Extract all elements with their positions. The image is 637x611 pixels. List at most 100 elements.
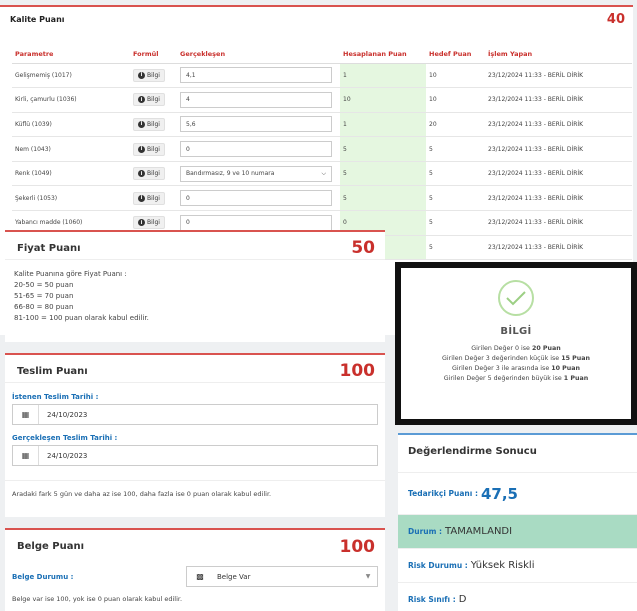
actual-input[interactable]: 0 [180,141,332,158]
actual-date-field[interactable]: ▦ 24/10/2023 [12,445,378,466]
kalite-table: Parametre Formül Gerçekleşen Hesaplanan … [12,45,632,261]
cell-by: 23/12/2024 11:33 - BERİL DİRİK [485,161,632,187]
kalite-title: Kalite Puanı [10,15,65,24]
table-row: Gelişmemiş (1017) i Bilgi 4,1 1 10 23/12/… [12,63,632,89]
cell-by: 23/12/2024 11:33 - BERİL DİRİK [485,63,632,89]
teslim-title: Teslim Puanı [17,365,88,377]
cell-by: 23/12/2024 11:33 - BERİL DİRİK [485,235,632,261]
supplier-score: 47,5 [480,484,518,503]
col-hedef: Hedef Puan [426,45,485,64]
info-button[interactable]: i Bilgi [133,167,165,181]
kalite-header: Kalite Puanı 40 [0,7,633,27]
cell-calc: 5 [340,161,426,187]
belge-score: 100 [339,536,376,557]
info-icon: i [138,120,145,128]
belge-note: Belge var ise 100, yok ise 0 puan olarak… [12,595,183,603]
info-button[interactable]: i Bilgi [133,93,165,107]
modal-line: Girilen Değer 3 ile arasında ise 10 Puan [451,365,581,372]
fiyat-rule: 20-50 = 50 puan [14,281,74,289]
belge-title: Belge Puanı [17,541,84,552]
cell-by: 23/12/2024 11:33 - BERİL DİRİK [485,112,632,138]
requested-date-label: İstenen Teslim Tarihi : [12,393,99,401]
requested-date-field[interactable]: ▦ 24/10/2023 [12,404,378,425]
cell-calc: 1 [340,63,426,89]
fiyat-rule: 81-100 = 100 puan olarak kabul edilir. [14,314,149,322]
actual-input[interactable]: 4,1 [180,67,332,84]
modal-line: Girilen Değer 0 ise 20 Puan [471,345,561,352]
cell-target: 5 [426,185,485,212]
belge-status-select[interactable]: ▩ Belge Var ▼ [186,566,378,587]
info-button[interactable]: i Bilgi [133,142,165,156]
cell-target: 5 [426,210,485,236]
info-icon: i [138,96,145,104]
fiyat-rule: 51-65 = 70 puan [14,292,74,300]
info-modal: BİLGİ Girilen Değer 0 ise 20 Puan Girile… [395,262,637,425]
info-icon: i [138,194,145,202]
table-row: Kirli, çamurlu (1036) i Bilgi 4 10 10 23/… [12,87,632,113]
risk-class-row: Risk Sınıfı : D [398,583,637,611]
degerlendirme-panel: Değerlendirme Sonucu Tedarikçi Puanı : 4… [398,433,637,611]
col-gerceklesen: Gerçekleşen [177,45,340,64]
cell-target: 5 [426,136,485,162]
actual-input[interactable]: 0 [180,214,332,231]
document-icon: ▩ [196,572,204,581]
actual-input[interactable]: 5,6 [180,116,332,133]
info-icon: i [138,170,145,178]
col-hesaplanan: Hesaplanan Puan [340,45,426,64]
kalite-score: 40 [606,12,625,27]
modal-line: Girilen Değer 3 değerinden küçük ise 15 … [442,355,590,362]
info-icon: i [138,145,145,153]
fiyat-rules: Kalite Puanına göre Fiyat Puanı : 20-50 … [5,260,385,333]
cell-target: 5 [426,235,485,261]
fiyat-header: Fiyat Puanı 50 [5,232,385,260]
cell-by: 23/12/2024 11:33 - BERİL DİRİK [485,136,632,162]
cell-target: 5 [426,161,485,187]
cell-calc: 5 [340,185,426,212]
belge-panel: Belge Puanı 100 Belge Durumu : ▩ Belge V… [5,528,385,611]
info-button[interactable]: i Bilgi [133,117,165,131]
cell-param: Nem (1043) [12,136,130,162]
cell-by: 23/12/2024 11:33 - BERİL DİRİK [485,185,632,212]
cell-calc: 10 [340,87,426,113]
supplier-score-row: Tedarikçi Puanı : 47,5 [398,473,637,515]
cell-by: 23/12/2024 11:33 - BERİL DİRİK [485,87,632,113]
belge-header: Belge Puanı 100 [5,530,385,558]
cell-target: 20 [426,112,485,138]
actual-select[interactable]: Bandırmasız, 9 ve 10 numara ⌵ [180,165,332,182]
table-row: Nem (1043) i Bilgi 0 5 5 23/12/2024 11:33… [12,136,632,162]
fiyat-score: 50 [351,238,375,258]
cell-param: Kirli, çamurlu (1036) [12,87,130,113]
teslim-score: 100 [339,361,376,381]
teslim-panel: Teslim Puanı 100 İstenen Teslim Tarihi :… [5,353,385,517]
cell-by: 23/12/2024 11:33 - BERİL DİRİK [485,210,632,236]
check-icon [498,280,534,316]
risk-row: Risk Durumu : Yüksek Riskli [398,549,637,583]
belge-status-label: Belge Durumu : [12,572,74,581]
status-row: Durum : TAMAMLANDI [398,515,637,549]
cell-calc: 1 [340,112,426,138]
fiyat-rule: Kalite Puanına göre Fiyat Puanı : [14,270,127,278]
actual-input[interactable]: 4 [180,91,332,108]
modal-title: BİLGİ [500,326,532,337]
chevron-down-icon: ⌵ [321,169,326,177]
status-value: TAMAMLANDI [445,526,513,537]
info-button[interactable]: i Bilgi [133,216,165,230]
col-formul: Formül [130,45,177,64]
table-row: Renk (1049) i Bilgi Bandırmasız, 9 ve 10 … [12,161,632,187]
info-icon: i [138,71,145,79]
col-parametre: Parametre [12,45,130,64]
info-button[interactable]: i Bilgi [133,68,165,82]
degerlendirme-title: Değerlendirme Sonucu [398,435,637,473]
cell-param: Gelişmemiş (1017) [12,63,130,89]
cell-target: 10 [426,63,485,89]
info-button[interactable]: i Bilgi [133,191,165,205]
risk-class-value: D [458,594,467,605]
table-header-row: Parametre Formül Gerçekleşen Hesaplanan … [12,45,632,64]
info-icon: i [138,219,145,227]
cell-calc: 5 [340,136,426,162]
info-modal-body: BİLGİ Girilen Değer 0 ise 20 Puan Girile… [401,268,631,419]
fiyat-panel: Fiyat Puanı 50 Kalite Puanına göre Fiyat… [5,230,385,342]
actual-date-label: Gerçekleşen Teslim Tarihi : [12,434,118,442]
cell-param: Şekerli (1053) [12,185,130,212]
actual-input[interactable]: 0 [180,190,332,207]
